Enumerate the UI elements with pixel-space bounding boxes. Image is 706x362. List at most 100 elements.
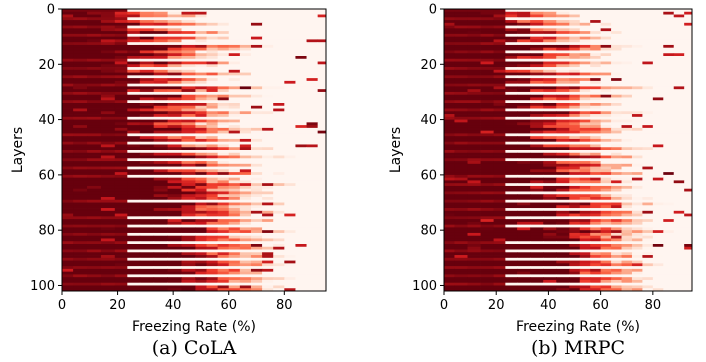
heatmap-cell xyxy=(239,183,252,187)
heatmap-cell xyxy=(611,208,622,212)
heatmap-cell xyxy=(454,138,468,143)
heatmap-cell xyxy=(467,199,481,203)
heatmap-cell xyxy=(517,257,531,261)
heatmap-cell xyxy=(556,246,570,250)
heatmap-cell xyxy=(317,260,327,264)
heatmap-cell xyxy=(217,28,230,32)
heatmap-cell xyxy=(444,86,455,90)
heatmap-cell xyxy=(306,210,319,214)
heatmap-cell xyxy=(306,144,319,148)
heatmap-cell xyxy=(569,238,581,242)
heatmap-cell xyxy=(444,288,455,292)
heatmap-cell xyxy=(114,199,128,203)
heatmap-cell xyxy=(600,138,612,143)
heatmap-cell xyxy=(167,61,182,65)
heatmap-cell xyxy=(228,177,241,181)
heatmap-cell xyxy=(480,255,494,259)
heatmap-cell xyxy=(642,44,654,49)
heatmap-cell xyxy=(114,64,128,68)
heatmap-cell xyxy=(684,221,693,226)
heatmap-cell xyxy=(590,94,602,98)
heatmap-cell xyxy=(517,72,531,76)
heatmap-cell xyxy=(217,210,230,214)
heatmap-cell xyxy=(284,138,296,143)
heatmap-cell xyxy=(273,20,285,24)
heatmap-cell xyxy=(467,116,481,120)
heatmap-cell xyxy=(569,67,581,71)
heatmap-cell xyxy=(467,122,481,126)
heatmap-cell xyxy=(206,268,219,273)
heatmap-cell xyxy=(579,216,591,220)
heatmap-cell xyxy=(642,255,654,259)
heatmap-cell xyxy=(100,111,116,115)
heatmap-cell xyxy=(454,105,468,109)
heatmap-cell xyxy=(195,122,207,126)
heatmap-cell xyxy=(631,122,643,126)
heatmap-cell xyxy=(556,221,570,226)
heatmap-cell xyxy=(590,28,602,32)
heatmap-cell xyxy=(631,221,643,226)
heatmap-cell xyxy=(295,208,307,212)
heatmap-cell xyxy=(295,97,307,101)
heatmap-cell xyxy=(505,183,518,187)
heatmap-cell xyxy=(530,263,544,267)
heatmap-cell xyxy=(505,155,518,159)
heatmap-cell xyxy=(684,86,693,90)
heatmap-cell xyxy=(114,141,128,145)
heatmap-cell xyxy=(262,152,274,156)
heatmap-cell xyxy=(273,28,285,32)
heatmap-cell xyxy=(195,36,207,40)
heatmap-cell xyxy=(480,152,494,156)
heatmap-cell xyxy=(579,127,591,132)
heatmap-cell xyxy=(195,103,207,107)
heatmap-cell xyxy=(673,20,685,24)
heatmap-cell xyxy=(556,136,570,140)
heatmap-cell xyxy=(100,89,116,93)
heatmap-cell xyxy=(284,105,296,109)
heatmap-cell xyxy=(590,67,602,71)
heatmap-cell xyxy=(444,282,455,286)
heatmap-cell xyxy=(114,271,128,275)
heatmap-cell xyxy=(295,221,307,226)
heatmap-cell xyxy=(62,11,74,15)
heatmap-cell xyxy=(543,80,557,85)
heatmap-cell xyxy=(579,44,591,49)
heatmap-cell xyxy=(73,263,88,267)
heatmap-cell xyxy=(284,141,296,145)
heatmap-cell xyxy=(579,210,591,214)
heatmap-cell xyxy=(505,119,518,123)
heatmap-cell xyxy=(590,216,602,220)
heatmap-cell xyxy=(493,174,506,179)
heatmap-cell xyxy=(127,67,141,71)
heatmap-cell xyxy=(579,255,591,259)
heatmap-cell xyxy=(505,268,518,273)
heatmap-cell xyxy=(673,105,685,109)
heatmap-cell xyxy=(195,199,207,203)
heatmap-cell xyxy=(295,169,307,173)
heatmap-cell xyxy=(493,61,506,65)
heatmap-cell xyxy=(569,80,581,85)
heatmap-cell xyxy=(652,72,664,76)
heatmap-cell xyxy=(663,227,675,231)
heatmap-cell xyxy=(127,266,141,270)
heatmap-cell xyxy=(454,33,468,38)
heatmap-cell xyxy=(530,17,544,21)
heatmap-cell xyxy=(217,177,230,181)
heatmap-cell xyxy=(454,188,468,192)
heatmap-cell xyxy=(642,64,654,68)
heatmap-cell xyxy=(505,105,518,109)
heatmap-cell xyxy=(139,14,155,18)
heatmap-cell xyxy=(579,125,591,129)
heatmap-cell xyxy=(530,152,544,156)
heatmap-cell xyxy=(590,185,602,190)
heatmap-cell xyxy=(100,78,116,82)
heatmap-cell xyxy=(317,268,327,273)
heatmap-cell xyxy=(167,285,182,289)
heatmap-cell xyxy=(493,31,506,35)
heatmap-cell xyxy=(217,232,230,237)
heatmap-cell xyxy=(663,9,675,13)
heatmap-cell xyxy=(530,78,544,82)
heatmap-cell xyxy=(284,114,296,118)
heatmap-cell xyxy=(493,277,506,281)
heatmap-cell xyxy=(621,244,633,248)
